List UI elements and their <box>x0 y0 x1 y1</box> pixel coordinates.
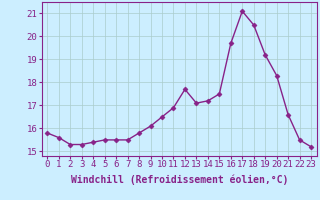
X-axis label: Windchill (Refroidissement éolien,°C): Windchill (Refroidissement éolien,°C) <box>70 175 288 185</box>
